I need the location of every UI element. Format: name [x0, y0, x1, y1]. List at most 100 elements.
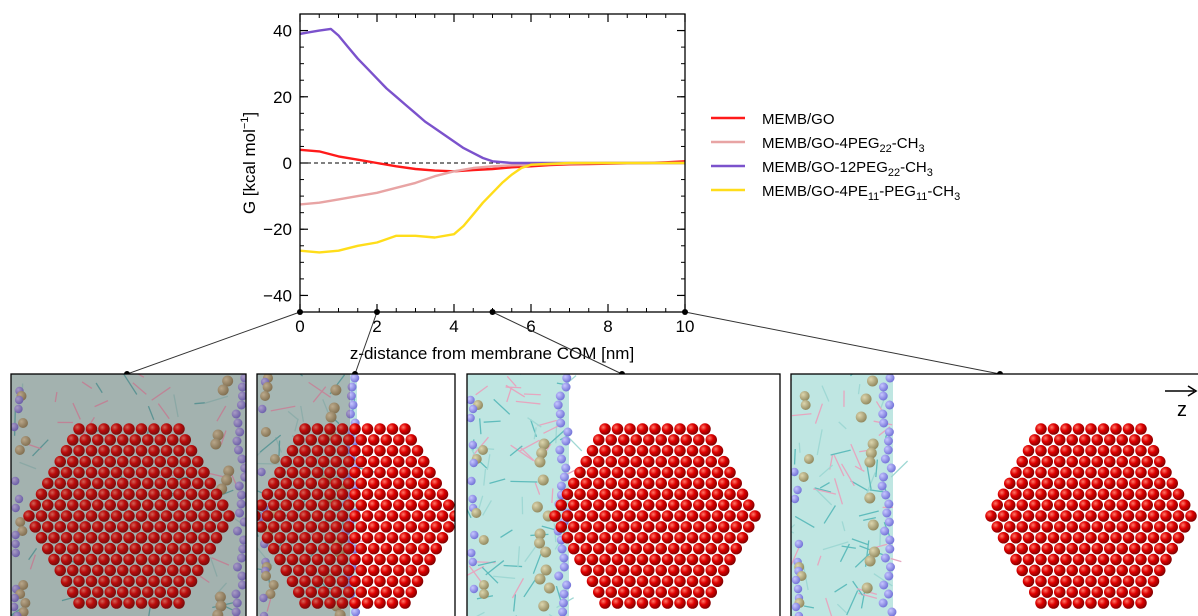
go-atom — [655, 586, 667, 598]
go-atom — [1135, 532, 1147, 544]
go-atom — [198, 510, 210, 522]
headgroup-bead — [237, 391, 246, 401]
go-atom — [148, 423, 160, 435]
headgroup-bead — [865, 447, 877, 459]
go-atom — [173, 597, 185, 609]
go-atom — [611, 488, 624, 500]
lipid-tail — [546, 429, 566, 447]
go-atom — [605, 542, 617, 555]
headgroup-bead — [556, 481, 566, 491]
headgroup-bead — [235, 508, 245, 518]
go-atom — [1047, 488, 1060, 500]
go-atom — [686, 423, 699, 435]
headgroup-bead — [345, 409, 355, 419]
go-atom — [618, 477, 630, 490]
go-atom — [674, 553, 686, 566]
go-atom — [668, 477, 680, 490]
go-atom — [730, 521, 742, 533]
go-atom — [418, 455, 430, 468]
go-atom — [85, 445, 98, 457]
lipid-tail — [537, 419, 557, 427]
go-atom — [343, 455, 355, 468]
go-atom — [261, 488, 274, 500]
go-atom — [179, 499, 191, 511]
headgroup-bead — [348, 400, 358, 410]
connector-line — [684, 311, 1001, 375]
go-atom — [73, 575, 85, 587]
headgroup-bead — [884, 499, 894, 509]
lipid-tail — [510, 480, 538, 483]
go-atom — [192, 564, 204, 577]
headgroup-bead — [221, 474, 233, 486]
y-tick-labels: −40 −20 0 20 40 — [263, 22, 292, 306]
go-atom — [185, 532, 198, 544]
go-atom — [1079, 477, 1091, 490]
go-atom — [1010, 488, 1022, 500]
go-atom — [699, 488, 711, 500]
go-atom — [1047, 532, 1060, 544]
go-atom — [618, 434, 630, 446]
go-atom — [1122, 488, 1135, 500]
go-atom — [160, 532, 173, 544]
go-atom — [1035, 510, 1047, 522]
headgroup-bead — [559, 589, 569, 599]
go-atom — [386, 423, 399, 435]
lipid-tail — [94, 400, 109, 408]
go-atom — [154, 477, 166, 490]
go-atom — [1066, 542, 1078, 555]
headgroup-bead — [540, 564, 552, 576]
go-atom — [160, 445, 173, 457]
go-atom — [268, 542, 280, 555]
headgroup-bead — [20, 598, 31, 608]
go-atom — [1129, 542, 1141, 555]
go-atom — [1054, 564, 1066, 577]
go-atom — [123, 575, 135, 587]
go-atom — [336, 423, 349, 435]
headgroup-bead — [559, 553, 569, 563]
go-atom — [293, 434, 305, 446]
go-atom — [324, 466, 336, 479]
go-atom — [399, 423, 411, 435]
go-atom — [135, 510, 148, 522]
go-atom — [711, 575, 724, 587]
go-atom — [605, 477, 617, 490]
go-atom — [1122, 510, 1135, 522]
go-atom — [299, 597, 311, 609]
go-atom — [380, 455, 392, 468]
go-atom — [386, 510, 399, 522]
go-atom — [599, 510, 611, 522]
go-atom — [148, 553, 160, 566]
go-atom — [1085, 597, 1097, 609]
go-atom — [368, 499, 380, 511]
headgroup-bead — [234, 481, 244, 491]
go-atom — [1097, 575, 1110, 587]
go-atom — [336, 445, 349, 457]
headgroup-bead — [867, 438, 879, 450]
go-atom — [399, 445, 411, 457]
go-atom — [405, 477, 417, 490]
go-atom — [1110, 510, 1122, 522]
go-atom — [618, 542, 630, 555]
headgroup-bead — [534, 537, 546, 549]
snapshot-frame — [256, 373, 456, 616]
go-atom — [1022, 575, 1035, 587]
go-atom — [48, 553, 60, 566]
go-atom — [142, 521, 154, 533]
go-atom — [411, 553, 424, 566]
go-atom — [693, 542, 705, 555]
go-atom — [343, 564, 355, 577]
go-atom — [661, 553, 674, 566]
go-atom — [280, 521, 292, 533]
lipid-tail — [794, 515, 815, 528]
go-atom — [1010, 532, 1022, 544]
go-atom — [192, 499, 204, 511]
go-atom — [349, 553, 361, 566]
go-atom — [98, 575, 110, 587]
go-atom — [997, 532, 1010, 544]
go-atom — [405, 521, 417, 533]
go-atom — [60, 510, 73, 522]
go-atom — [123, 532, 135, 544]
go-atom — [217, 521, 229, 533]
lipid-tail — [793, 448, 796, 465]
go-atom — [693, 434, 705, 446]
